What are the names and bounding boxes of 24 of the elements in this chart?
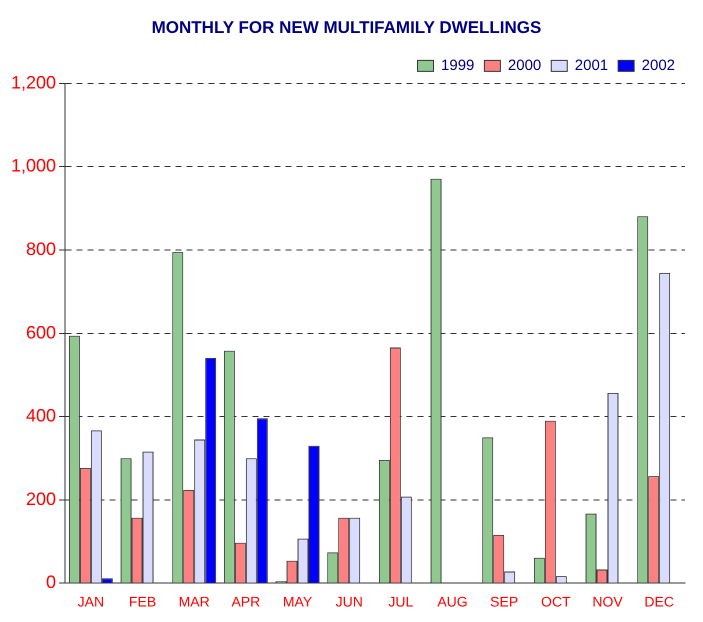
x-tick-label: JUL	[388, 593, 414, 610]
x-tick-label: FEB	[128, 593, 156, 610]
legend-label: 2001	[574, 57, 608, 74]
legend-label: 2002	[642, 57, 676, 74]
legend-label: 2000	[508, 57, 542, 74]
x-tick-label: JAN	[78, 593, 104, 610]
y-tick-label: 600	[26, 322, 56, 342]
y-tick-label: 800	[26, 238, 56, 259]
x-tick-label: AUG	[437, 593, 468, 610]
chart-title: MONTHLY FOR NEW MULTIFAMILY DWELLINGS	[152, 18, 542, 37]
x-tick-label: SEP	[490, 593, 518, 610]
legend-label: 1999	[441, 57, 474, 74]
y-tick-label: 1,000	[10, 156, 56, 176]
x-tick-label: MAY	[282, 593, 313, 610]
x-tick-label: JUN	[336, 593, 363, 610]
x-tick-label: NOV	[592, 593, 624, 610]
x-tick-label: DEC	[644, 593, 674, 610]
y-tick-label: 200	[26, 488, 56, 509]
x-tick-label: OCT	[541, 593, 572, 610]
y-tick-label: 1,200	[10, 72, 56, 92]
x-tick-label: MAR	[178, 593, 210, 610]
y-tick-label: 400	[26, 406, 56, 426]
y-tick-label: 0	[46, 572, 56, 592]
x-tick-label: APR	[231, 593, 260, 610]
